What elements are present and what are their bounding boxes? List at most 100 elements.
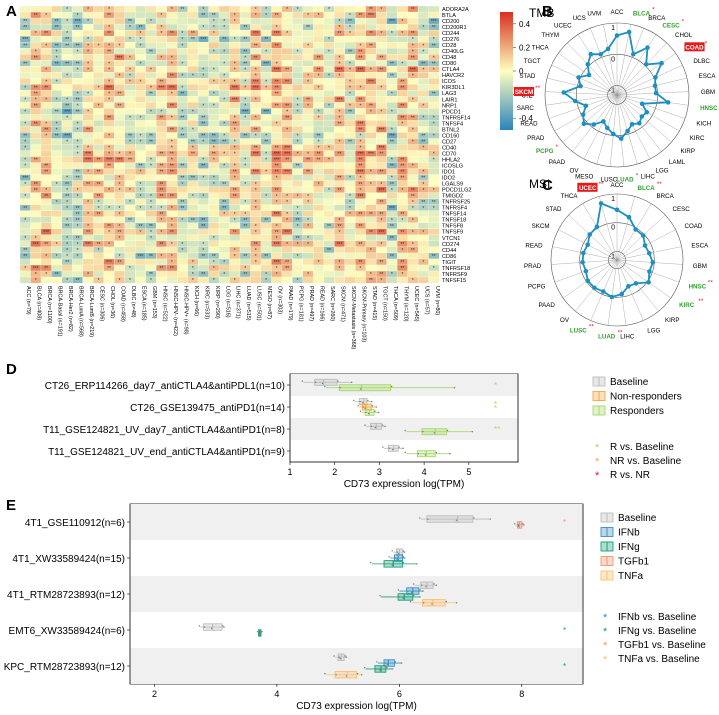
- heatmap-col-label-hnsc-hpv-n-422: HNSC-HPV- (n=422): [172, 286, 178, 336]
- heatmap-sig-mark: *: [35, 31, 37, 37]
- heatmap-col-label-skcm-metastasis-n-368: SKCM-Metastasis (n=368): [350, 286, 356, 350]
- heatmap-cell: [344, 72, 356, 79]
- heatmap-cell: [386, 102, 398, 109]
- heatmap-cell: [229, 29, 241, 37]
- heatmap-cell: [375, 114, 387, 121]
- heatmap-sig-mark: *: [265, 170, 267, 176]
- radar-spoke: [616, 94, 651, 160]
- heatmap-cell: [135, 108, 147, 115]
- heatmap-cell: [208, 222, 220, 230]
- heatmap-sig-mark: *: [66, 97, 68, 103]
- heatmap-sig-mark: *: [412, 164, 414, 170]
- heatmap-cell: [187, 41, 199, 49]
- heatmap-sig-mark: *: [171, 55, 173, 61]
- heatmap-cell: [30, 246, 42, 254]
- row-band: [130, 504, 583, 540]
- heatmap-sig-mark: **: [348, 19, 352, 25]
- heatmap-sig-mark: **: [358, 164, 362, 170]
- heatmap-cell: [72, 29, 84, 37]
- heatmap-sig-mark: *: [98, 200, 100, 206]
- heatmap-cell: [375, 11, 387, 19]
- heatmap-cell: [428, 138, 440, 145]
- heatmap-cell: [176, 192, 188, 200]
- heatmap-cell: [417, 276, 429, 284]
- heatmap-cell: [428, 228, 440, 236]
- heatmap-cell: [103, 276, 115, 284]
- heatmap-sig-mark: **: [264, 140, 268, 146]
- box-point: [471, 431, 473, 433]
- heatmap-cell: [103, 246, 115, 254]
- heatmap-sig-mark: *: [422, 146, 424, 152]
- heatmap-cell: [417, 35, 429, 43]
- sig-legend-label-ifnb-vs-baseline: IFNb vs. Baseline: [618, 612, 697, 623]
- heatmap-row-label-lair1: LAIR1: [442, 97, 458, 103]
- heatmap-sig-mark: **: [76, 278, 80, 284]
- box-point: [402, 556, 405, 558]
- heatmap-sig-mark: *: [45, 97, 47, 103]
- heatmap-sig-mark: *: [223, 134, 225, 140]
- heatmap-sig-mark: **: [400, 170, 404, 176]
- heatmap-cell: [292, 246, 304, 254]
- box-point: [314, 381, 317, 383]
- heatmap-sig-mark: **: [97, 212, 101, 218]
- heatmap-cell: [197, 228, 209, 236]
- heatmap-sig-mark: *: [213, 67, 215, 73]
- radar-r-label: -1: [609, 88, 615, 95]
- heatmap-cell: [365, 144, 377, 151]
- heatmap-cell: [355, 114, 367, 121]
- radar-axis-label-kirp: KIRP: [681, 148, 695, 155]
- heatmap-sig-mark: **: [390, 224, 394, 230]
- heatmap-sig-mark: *: [328, 7, 330, 13]
- heatmap-cell: [114, 162, 126, 169]
- heatmap-sig-mark: *: [234, 152, 236, 158]
- heatmap-row-label-tnfsf15: TNFSF15: [442, 278, 466, 284]
- heatmap-sig-mark: *: [255, 224, 257, 230]
- heatmap-sig-mark: ***: [253, 31, 259, 37]
- radar-spoke: [616, 214, 666, 261]
- heatmap-sig-mark: *: [35, 272, 37, 278]
- heatmap-sig-mark: *: [66, 188, 68, 194]
- heatmap-sig-mark: *: [160, 55, 162, 61]
- heatmap-cell: [82, 102, 94, 109]
- heatmap-cell: [355, 228, 367, 236]
- heatmap-cell: [176, 252, 188, 260]
- heatmap-sig-mark: *: [391, 91, 393, 97]
- heatmap-row-label-kir3dl1: KIR3DL1: [442, 85, 465, 91]
- box-point: [417, 453, 420, 455]
- heatmap-cell: [428, 78, 440, 85]
- heatmap-sig-mark: *: [255, 67, 257, 73]
- heatmap-cell: [61, 264, 73, 272]
- heatmap-cell: [30, 72, 42, 79]
- heatmap-cell: [166, 120, 178, 127]
- heatmap-sig-mark: **: [411, 55, 415, 61]
- heatmap-cell: [281, 222, 293, 230]
- radar-spoke: [603, 24, 618, 96]
- heatmap-cell: [260, 72, 272, 79]
- heatmap-sig-mark: *: [412, 242, 414, 248]
- box-point: [394, 661, 397, 663]
- box-ifng: [397, 593, 414, 601]
- heatmap-cell: [135, 156, 147, 163]
- heatmap-cell: [365, 96, 377, 103]
- heatmap-cell: [313, 198, 325, 206]
- heatmap-sig-mark: *: [412, 97, 414, 103]
- heatmap-cell: [218, 216, 230, 224]
- heatmap-sig-mark: *: [297, 242, 299, 248]
- heatmap-sig-mark: *: [45, 134, 47, 140]
- heatmap-col-label-dlbc-n-48: DLBC (n=48): [130, 286, 136, 318]
- box-point: [416, 563, 418, 565]
- heatmap-sig-mark: *: [24, 122, 26, 128]
- heatmap-sig-mark: *: [150, 236, 152, 242]
- heatmap-cell: [281, 23, 293, 31]
- heatmap-sig-mark: *: [339, 230, 341, 236]
- box-point: [409, 600, 412, 603]
- heatmap-sig-mark: *: [276, 194, 278, 200]
- heatmap-cell: [396, 150, 408, 157]
- heatmap-cell: [40, 216, 52, 224]
- heatmap-cell: [93, 126, 105, 133]
- heatmap-cell: [145, 210, 157, 218]
- heatmap-cell: [271, 180, 283, 188]
- heatmap-cell: [197, 234, 209, 242]
- heatmap-cell: [218, 144, 230, 151]
- heatmap-cell: [250, 276, 262, 284]
